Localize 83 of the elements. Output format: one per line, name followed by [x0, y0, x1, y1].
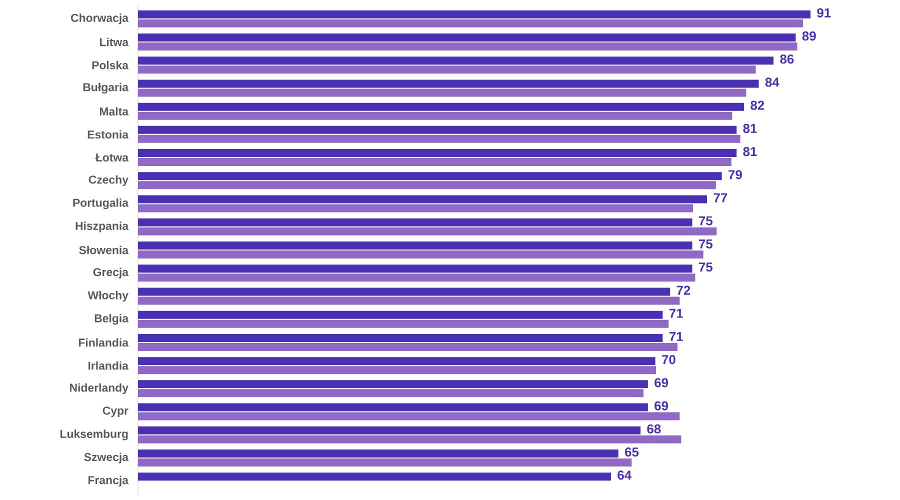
y-tick-label: Luksemburg	[60, 430, 128, 440]
data-label: 84	[765, 78, 780, 87]
bar	[138, 158, 732, 166]
bar	[138, 134, 740, 143]
bar	[138, 380, 648, 388]
bar	[138, 204, 693, 212]
bar	[138, 126, 737, 134]
data-label: 65	[625, 447, 639, 457]
y-tick-label: Bułgaria	[83, 82, 129, 94]
bar	[138, 19, 804, 28]
bar	[138, 403, 648, 412]
y-tick-label: Malta	[100, 107, 129, 116]
data-label: 86	[780, 54, 794, 64]
bar	[138, 218, 692, 226]
y-tick-label: Litwa	[100, 38, 129, 46]
data-label: 89	[802, 31, 816, 41]
bar	[138, 426, 641, 434]
bar	[138, 227, 717, 236]
bar	[138, 389, 644, 398]
y-tick-label: Czechy	[88, 175, 128, 186]
bar	[138, 274, 696, 282]
bar	[138, 172, 722, 180]
y-tick-label: Włochy	[88, 290, 128, 302]
y-tick-label: Francja	[88, 476, 129, 486]
data-label: 82	[750, 100, 764, 110]
bar	[138, 342, 678, 351]
bar	[138, 450, 618, 458]
bar	[138, 112, 732, 120]
bar	[138, 366, 656, 374]
bar	[138, 242, 692, 250]
bar	[138, 88, 746, 97]
y-tick-label: Łotwa	[95, 154, 129, 162]
bar	[138, 264, 692, 273]
bar	[138, 33, 796, 42]
data-label: 75	[699, 216, 712, 226]
bar	[138, 80, 759, 88]
data-label: 64	[618, 470, 632, 480]
bar	[138, 10, 810, 18]
data-label: 69	[654, 401, 668, 410]
data-label: 68	[647, 424, 661, 434]
y-tick-label: Słowenia	[79, 246, 129, 254]
y-tick-label: Belgia	[94, 314, 129, 325]
data-label: 71	[669, 332, 683, 341]
y-tick-label: Hiszpania	[76, 222, 129, 232]
bar	[138, 42, 798, 50]
bar	[138, 56, 774, 65]
y-tick-label: Chorwacja	[71, 14, 129, 24]
bar	[138, 296, 680, 305]
bar	[138, 310, 663, 319]
bar	[138, 149, 737, 158]
data-label: 77	[714, 193, 728, 202]
y-tick-label: Szwecja	[84, 452, 129, 464]
data-label: 71	[669, 308, 683, 318]
y-tick-label: Estonia	[88, 130, 129, 139]
data-label: 81	[743, 124, 757, 134]
bar	[138, 357, 656, 366]
y-tick-label: Portugalia	[73, 198, 129, 210]
bar	[138, 102, 744, 111]
bar	[138, 458, 632, 467]
y-tick-label: Grecja	[93, 268, 129, 278]
bar	[138, 472, 611, 481]
y-tick-label: Cypr	[102, 406, 128, 417]
bar	[138, 181, 716, 190]
y-tick-label: Polska	[92, 60, 129, 70]
data-label: 75	[699, 239, 712, 249]
y-tick-label: Niderlandy	[70, 383, 128, 394]
bar	[138, 288, 670, 296]
data-label: 69	[654, 378, 668, 388]
y-tick-label: Irlandia	[88, 361, 129, 370]
data-label: 75	[699, 262, 712, 272]
bar	[138, 435, 682, 444]
bar	[138, 412, 680, 420]
data-label: 91	[817, 8, 831, 18]
data-label: 70	[662, 354, 676, 364]
y-tick-label: Finlandia	[78, 338, 129, 347]
data-label: 72	[676, 286, 690, 295]
bar	[138, 334, 663, 342]
bar	[138, 250, 704, 259]
bar	[138, 195, 708, 204]
bar	[138, 320, 669, 328]
data-label: 81	[743, 146, 757, 156]
data-label: 79	[728, 170, 742, 180]
bar	[138, 66, 756, 74]
